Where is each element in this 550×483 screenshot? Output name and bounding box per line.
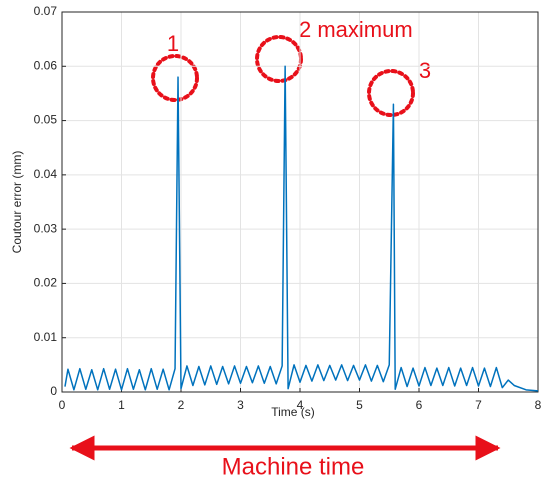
x-tick-label: 4	[297, 398, 304, 412]
x-tick-label: 7	[475, 398, 482, 412]
y-tick-label: 0	[50, 384, 57, 398]
annotation: 1	[167, 31, 179, 56]
plot-frame	[61, 11, 539, 393]
x-tick-label: 1	[118, 398, 125, 412]
annotation: 3	[419, 58, 431, 83]
y-tick-label: 0.04	[34, 167, 58, 181]
highlight-circle	[151, 54, 199, 102]
highlight-circle	[367, 69, 415, 117]
x-axis-label: Time (s)	[271, 405, 315, 419]
data-line	[64, 65, 539, 392]
annotation: Machine time	[222, 453, 365, 480]
x-tick-label: 2	[178, 398, 185, 412]
x-tick-label: 8	[535, 398, 542, 412]
x-tick-label: 3	[237, 398, 244, 412]
x-tick-label: 0	[59, 398, 66, 412]
y-tick-label: 0.06	[34, 58, 58, 72]
y-tick-label: 0.03	[34, 221, 58, 235]
y-tick-label: 0.07	[34, 4, 58, 18]
y-tick-label: 0.05	[34, 113, 58, 127]
y-tick-label: 0.01	[34, 330, 58, 344]
annotation: 2 maximum	[299, 17, 413, 42]
highlight-circle	[255, 35, 303, 83]
y-tick-label: 0.02	[34, 276, 58, 290]
y-axis-label: Coutour error (mm)	[10, 151, 24, 254]
x-tick-label: 5	[356, 398, 363, 412]
x-tick-label: 6	[416, 398, 423, 412]
